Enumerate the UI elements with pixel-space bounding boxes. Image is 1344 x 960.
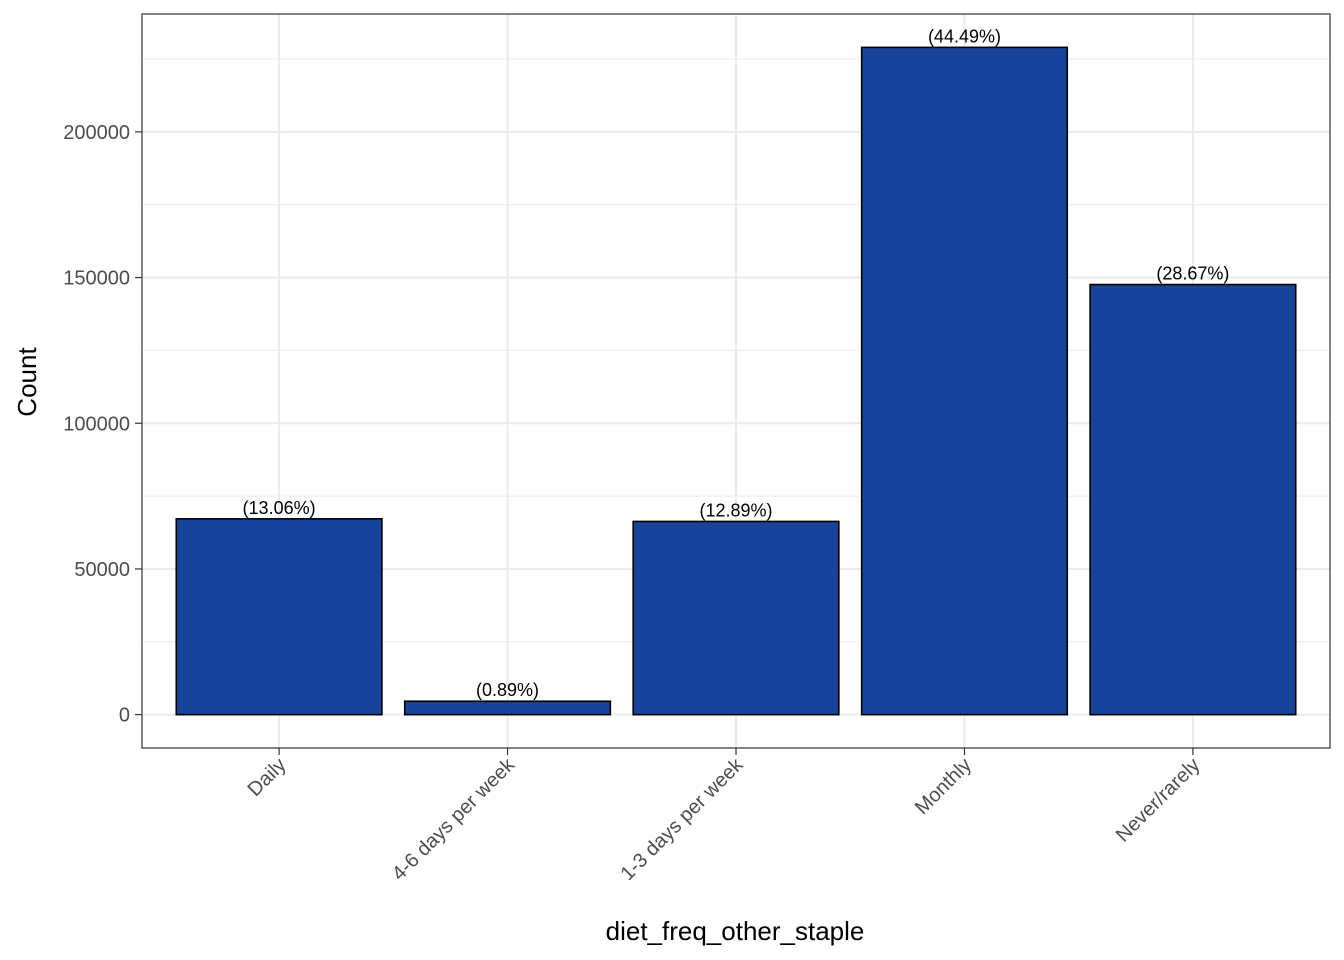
- bar: [1089, 283, 1297, 716]
- bar-value-label: (13.06%): [243, 498, 316, 518]
- y-tick-label: 200000: [63, 122, 130, 144]
- y-tick-label: 0: [119, 705, 130, 727]
- data-labels: (13.06%) (0.89%) (12.89%) (44.49%) (28.67%): [243, 26, 1230, 700]
- y-tick-label: 150000: [63, 268, 130, 290]
- bar: [860, 46, 1069, 716]
- x-axis: Daily 4-6 days per week 1-3 days per week M…: [244, 748, 1205, 885]
- y-axis-title: Count: [12, 347, 42, 417]
- bar-value-label: (44.49%): [928, 26, 1001, 46]
- bar-value-label: (28.67%): [1156, 264, 1229, 284]
- x-axis-title: diet_freq_other_staple: [606, 916, 865, 946]
- x-tick-label: Monthly: [911, 754, 976, 819]
- bar: [175, 518, 383, 716]
- bar-value-label: (0.89%): [476, 680, 539, 700]
- x-tick-label: 4-6 days per week: [388, 753, 520, 885]
- bar: [632, 520, 840, 716]
- bar: [403, 700, 612, 716]
- y-tick-label: 100000: [63, 413, 130, 435]
- y-tick-label: 50000: [74, 559, 130, 581]
- bar-value-label: (12.89%): [699, 500, 772, 520]
- x-tick-label: Never/rarely: [1112, 754, 1205, 847]
- x-tick-label: Daily: [244, 754, 291, 801]
- bars: [175, 46, 1297, 716]
- x-tick-label: 1-3 days per week: [616, 753, 748, 885]
- y-axis: 0 50000 100000 150000 200000: [63, 122, 142, 727]
